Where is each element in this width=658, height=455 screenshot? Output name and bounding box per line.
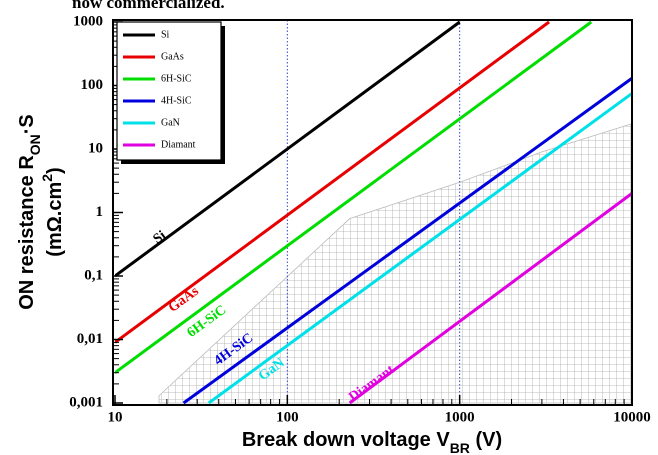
series-line	[348, 192, 632, 405]
x-axis-title: Break down voltage VBR (V)	[242, 429, 502, 455]
y-title-text: ON resistance R	[16, 155, 38, 310]
y-tick-label: 0,001	[69, 394, 103, 410]
x-title-text: (V)	[470, 429, 502, 451]
y-title-text: )	[44, 167, 66, 174]
series-line	[115, 20, 461, 278]
series-line	[115, 20, 550, 344]
legend: Si GaAs 6H-SiC 4H-SiC GaN Diamant	[116, 21, 225, 164]
series-line	[207, 92, 632, 405]
x-title-sub: BR	[450, 440, 470, 455]
y-tick-label: 100	[81, 77, 104, 93]
y-tick-label: 1000	[73, 13, 103, 29]
legend-label: Si	[161, 29, 170, 40]
y-tick-label: 0,1	[84, 267, 103, 283]
legend-label: GaN	[161, 117, 180, 128]
y-title-text: (mΩ.cm	[44, 182, 66, 257]
y-title-line: ON resistance RON·S	[16, 114, 42, 310]
series-line	[182, 77, 632, 405]
x-title-text: Break down voltage V	[242, 429, 450, 451]
y-axis-title: ON resistance RON·S (mΩ.cm2)	[16, 114, 66, 310]
y-title-line: (mΩ.cm2)	[39, 167, 67, 256]
caption-fragment: now commercialized.	[72, 0, 225, 12]
line-label: Si	[151, 228, 169, 247]
y-tick-label: 1	[96, 204, 104, 220]
legend-label: Diamant	[161, 139, 196, 150]
x-tick-label: 1000	[445, 409, 475, 425]
axes: 10 100 1000 10000 0,001 0,01 0,1 1 10 100 1000	[69, 13, 651, 425]
legend-label: GaAs	[161, 51, 184, 62]
y-title-text: ·S	[16, 114, 38, 134]
line-label: 6H-SiC	[184, 303, 229, 341]
x-tick-label: 100	[276, 409, 299, 425]
y-title-sup: 2	[39, 174, 55, 182]
y-tick-label: 10	[88, 140, 103, 156]
shaded-region	[158, 123, 632, 404]
legend-label: 4H-SiC	[161, 95, 192, 106]
x-tick-label: 10000	[613, 409, 651, 425]
x-tick-label: 10	[108, 409, 123, 425]
y-tick-label: 0,01	[77, 331, 103, 347]
y-title-sub: ON	[27, 134, 43, 155]
series-line	[115, 20, 593, 374]
legend-box	[116, 21, 222, 161]
legend-label: 6H-SiC	[161, 73, 192, 84]
